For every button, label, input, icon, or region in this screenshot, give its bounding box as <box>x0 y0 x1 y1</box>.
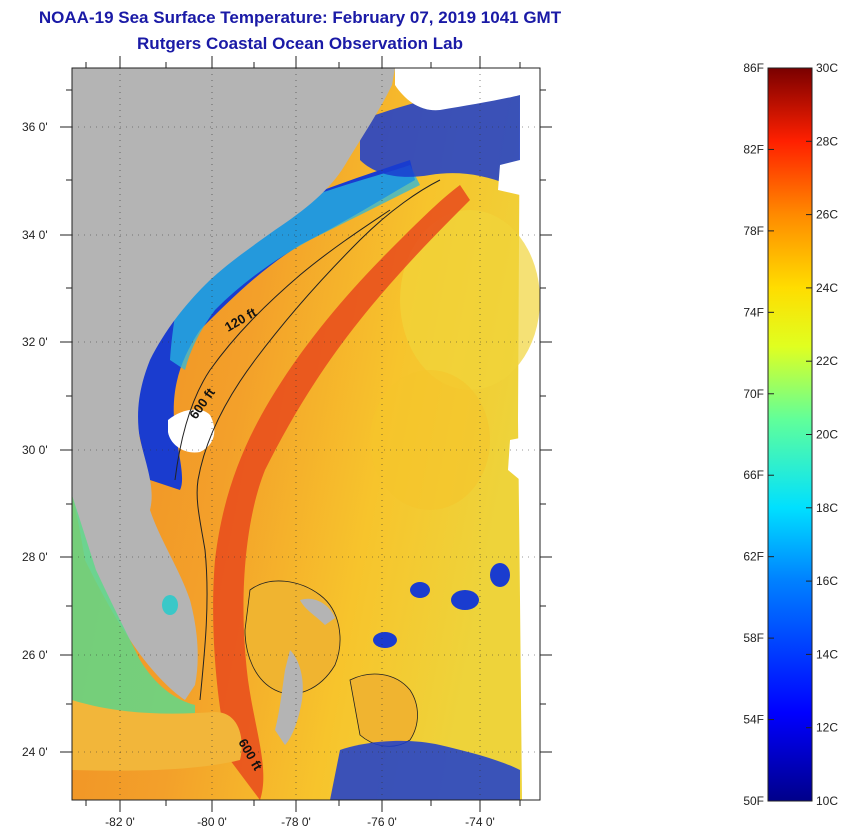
colorbar-c-label: 26C <box>816 208 838 222</box>
cold-patch <box>490 563 510 587</box>
lake-okeechobee <box>162 595 178 615</box>
cold-patch <box>451 590 479 610</box>
gulf-shelf-water <box>72 495 195 736</box>
temperature-colorbar: 86F 82F 78F 74F 70F 66F 62F 58F 54F 50F 30C 28C 26C… <box>743 61 838 808</box>
contour-600ft <box>196 179 441 701</box>
cloud-cover <box>508 438 520 480</box>
cloud-affected-water <box>330 740 520 800</box>
colorbar-c-label: 22C <box>816 354 838 368</box>
cold-patch <box>410 582 430 598</box>
lon-label: -80 0' <box>197 815 227 829</box>
warm-water-patch <box>370 370 490 510</box>
map-frame <box>71 67 541 801</box>
colorbar-c-label: 24C <box>816 281 838 295</box>
map-panel: 120 ft 600 ft 600 ft <box>72 68 540 800</box>
colorbar-f-label: 50F <box>743 794 764 808</box>
lon-label: -78 0' <box>281 815 311 829</box>
lat-label: 30 0' <box>22 443 48 457</box>
colorbar-f-label: 66F <box>743 468 764 482</box>
map-subtitle: Rutgers Coastal Ocean Observation Lab <box>137 34 463 53</box>
colorbar-c-ticks <box>806 67 812 802</box>
colorbar-c-label: 30C <box>816 61 838 75</box>
lat-label: 32 0' <box>22 335 48 349</box>
bahamas-island <box>275 650 303 745</box>
lat-label: 28 0' <box>22 550 48 564</box>
colorbar-f-label: 62F <box>743 550 764 564</box>
colorbar-c-label: 20C <box>816 428 838 442</box>
cloud-cover <box>498 160 520 195</box>
colorbar-c-label: 12C <box>816 721 838 735</box>
colorbar-f-label: 70F <box>743 387 764 401</box>
land-us-southeast <box>72 68 395 700</box>
cloud-cover <box>168 409 215 453</box>
lon-label: -76 0' <box>367 815 397 829</box>
lon-ticks <box>85 56 521 812</box>
lat-label: 26 0' <box>22 648 48 662</box>
colorbar-c-label: 18C <box>816 501 838 515</box>
colorbar-f-label: 54F <box>743 713 764 727</box>
colorbar-f-labels: 86F 82F 78F 74F 70F 66F 62F 58F 54F 50F <box>743 61 764 808</box>
cold-patch <box>373 632 397 648</box>
colorbar-c-labels: 30C 28C 26C 24C 22C 20C 18C 16C 14C 12C 10C <box>816 61 838 808</box>
colorbar-f-label: 58F <box>743 631 764 645</box>
lat-ticks <box>60 89 552 753</box>
colorbar-c-label: 16C <box>816 574 838 588</box>
contour-120ft <box>174 209 391 481</box>
colorbar-f-label: 86F <box>743 61 764 75</box>
lat-label: 36 0' <box>22 120 48 134</box>
cloud-cover <box>395 68 520 111</box>
colorbar-f-label: 82F <box>743 142 764 156</box>
colorbar-c-label: 28C <box>816 134 838 148</box>
map-gridlines <box>72 68 540 800</box>
warm-water-patch <box>400 210 540 390</box>
colorbar-f-label: 74F <box>743 305 764 319</box>
colorbar-f-ticks <box>768 67 774 802</box>
lon-label: -74 0' <box>465 815 495 829</box>
lat-label: 34 0' <box>22 228 48 242</box>
colorbar-gradient <box>767 67 813 802</box>
lon-label: -82 0' <box>105 815 135 829</box>
florida-straits-water <box>72 700 242 771</box>
mid-shelf-water <box>170 165 420 370</box>
lat-label: 24 0' <box>22 745 48 759</box>
no-data-strip <box>518 68 540 800</box>
cold-shelf-water <box>72 160 415 490</box>
colorbar-c-label: 14C <box>816 647 838 661</box>
lon-labels: -82 0' -80 0' -78 0' -76 0' -74 0' <box>105 815 495 829</box>
colorbar-c-label: 10C <box>816 794 838 808</box>
bahamas-island <box>300 598 335 625</box>
colorbar-f-label: 78F <box>743 224 764 238</box>
lat-labels: 36 0' 34 0' 32 0' 30 0' 28 0' 26 0' 24 0… <box>22 120 48 759</box>
map-title: NOAA-19 Sea Surface Temperature: Februar… <box>38 8 562 27</box>
